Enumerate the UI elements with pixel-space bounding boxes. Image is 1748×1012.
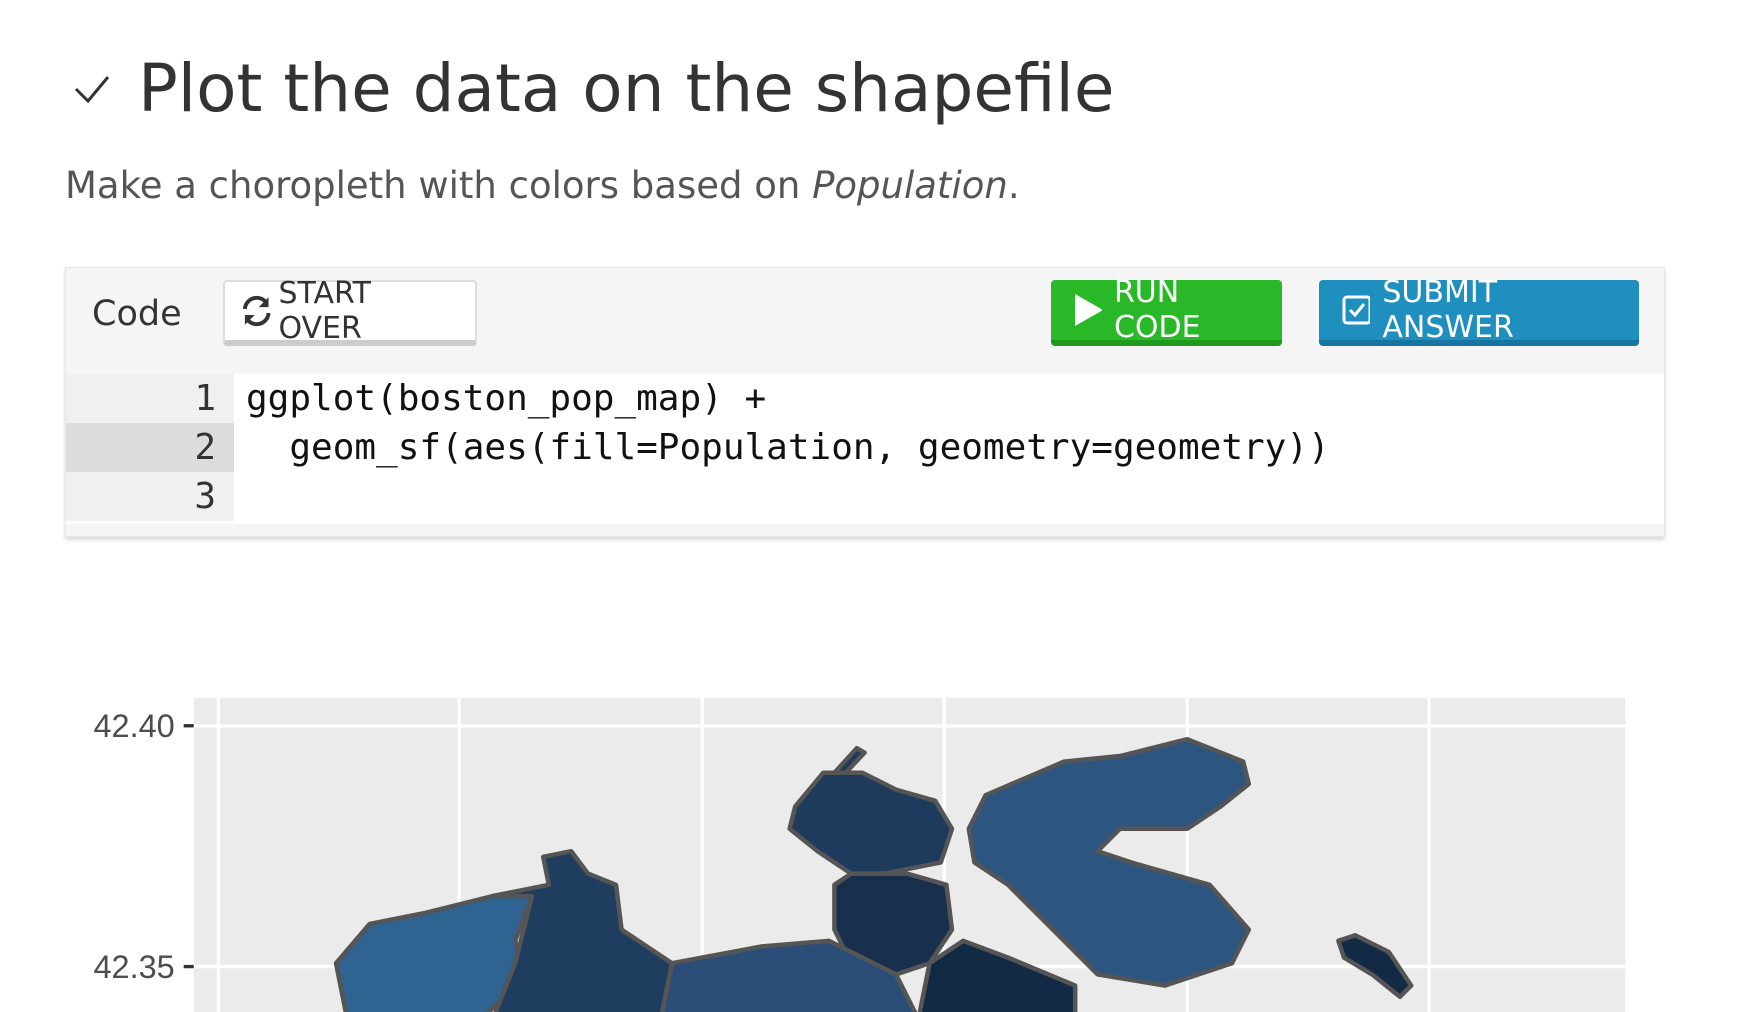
desc-end: . bbox=[1007, 164, 1020, 207]
run-button[interactable]: RUN CODE bbox=[1051, 275, 1282, 346]
code-line: geom_sf(aes(fill=Population, geometry=ge… bbox=[246, 427, 1330, 468]
desc-text: Make a choropleth with colors based on bbox=[65, 164, 813, 207]
play-icon bbox=[1075, 294, 1102, 326]
start-over-label: START OVER bbox=[278, 276, 371, 346]
y-tick-label: 42.40 bbox=[93, 708, 174, 744]
code-label: Code bbox=[92, 294, 182, 334]
code-row: 2 geom_sf(aes(fill=Population, geometry=… bbox=[66, 423, 1664, 472]
code-editor[interactable]: 1 ggplot(boston_pop_map) +2 geom_sf(aes(f… bbox=[66, 374, 1664, 524]
line-number: 2 bbox=[66, 423, 234, 472]
line-number: 1 bbox=[66, 374, 234, 423]
code-line: ggplot(boston_pop_map) + bbox=[246, 378, 767, 419]
code-row: 1 ggplot(boston_pop_map) + bbox=[66, 374, 1664, 423]
title: Plot the data on the shapefile bbox=[72, 50, 1114, 127]
check-icon bbox=[74, 75, 110, 103]
code-panel: Code START OVER RUN CODE SUBMIT ANSWER 1… bbox=[65, 267, 1665, 537]
line-number: 3 bbox=[66, 472, 234, 521]
submit-button[interactable]: SUBMIT ANSWER bbox=[1319, 275, 1639, 346]
description: Make a choropleth with colors based on P… bbox=[65, 164, 1020, 207]
checkbox-icon bbox=[1342, 295, 1371, 325]
refresh-icon bbox=[242, 295, 271, 327]
run-label: RUN CODE bbox=[1113, 275, 1201, 345]
start-over-button[interactable]: START OVER bbox=[223, 276, 477, 346]
submit-label: SUBMIT ANSWER bbox=[1382, 275, 1514, 345]
code-row: 3 bbox=[66, 472, 1664, 521]
desc-emphasis: Population bbox=[812, 164, 1008, 207]
y-tick-label: 42.35 bbox=[93, 949, 174, 985]
title-text: Plot the data on the shapefile bbox=[138, 50, 1115, 127]
map bbox=[333, 736, 1414, 1012]
